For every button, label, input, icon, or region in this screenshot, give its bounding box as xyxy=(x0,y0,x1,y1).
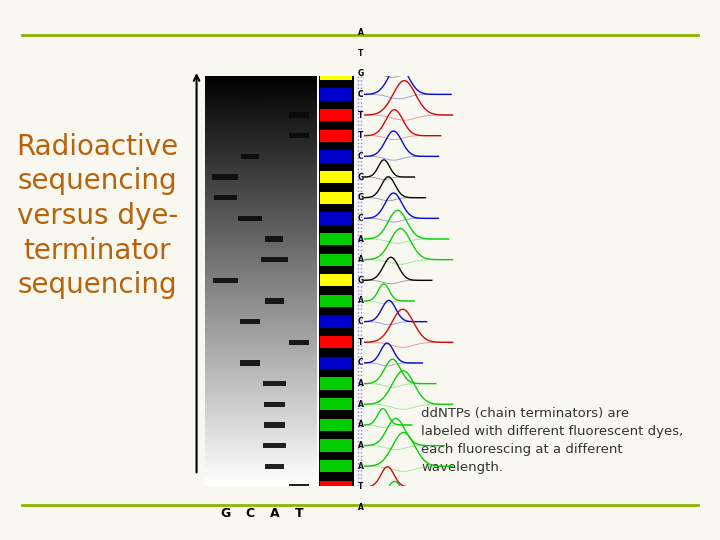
Bar xyxy=(289,340,309,345)
Bar xyxy=(320,253,352,266)
Bar xyxy=(320,130,352,142)
Bar xyxy=(212,174,238,180)
Bar xyxy=(212,278,238,283)
Text: G: G xyxy=(358,276,364,285)
Bar xyxy=(266,237,284,242)
Bar xyxy=(320,274,352,287)
Text: C: C xyxy=(358,214,364,223)
Text: T: T xyxy=(358,131,363,140)
Bar xyxy=(289,484,309,490)
Bar xyxy=(264,30,285,35)
Text: T: T xyxy=(294,507,303,519)
Text: C: C xyxy=(358,90,364,99)
Text: G: G xyxy=(220,507,230,519)
Bar xyxy=(320,440,352,452)
Bar xyxy=(320,398,352,410)
Text: T: T xyxy=(358,338,363,347)
Bar xyxy=(261,257,288,262)
Bar xyxy=(320,315,352,328)
Bar xyxy=(240,360,260,366)
Bar xyxy=(320,171,352,183)
Bar xyxy=(320,150,352,163)
Bar xyxy=(240,319,260,325)
Text: C: C xyxy=(246,507,254,519)
Text: T: T xyxy=(358,482,363,491)
Bar xyxy=(320,502,352,514)
Text: T: T xyxy=(358,111,363,119)
Bar xyxy=(265,464,284,469)
Bar xyxy=(213,71,238,76)
Text: A: A xyxy=(358,234,364,244)
Text: G: G xyxy=(358,69,364,78)
Bar xyxy=(320,481,352,493)
Bar xyxy=(263,381,286,386)
Bar xyxy=(320,419,352,431)
Bar xyxy=(320,192,352,204)
Bar xyxy=(320,109,352,121)
Text: A: A xyxy=(358,441,364,450)
Bar xyxy=(320,68,352,80)
Bar xyxy=(320,26,352,38)
Bar xyxy=(320,88,352,100)
Text: A: A xyxy=(358,28,364,37)
Text: A: A xyxy=(269,507,279,519)
Bar xyxy=(240,154,259,159)
Text: G: G xyxy=(358,172,364,181)
Text: A: A xyxy=(358,379,364,388)
Text: C: C xyxy=(358,317,364,326)
Bar xyxy=(264,422,284,428)
Bar xyxy=(263,443,286,448)
Bar xyxy=(320,233,352,245)
Bar xyxy=(264,298,284,303)
Bar xyxy=(289,112,309,118)
Bar xyxy=(320,377,352,390)
Text: G: G xyxy=(358,193,364,202)
Bar xyxy=(320,336,352,348)
Text: A: A xyxy=(358,462,364,471)
Text: A: A xyxy=(358,503,364,512)
Text: A: A xyxy=(358,296,364,306)
Text: Radioactive
sequencing
versus dye-
terminator
sequencing: Radioactive sequencing versus dye- termi… xyxy=(16,133,179,299)
Bar xyxy=(238,215,262,221)
Text: T: T xyxy=(358,49,363,58)
Bar xyxy=(320,212,352,225)
Text: A: A xyxy=(358,400,364,409)
Text: ddNTPs (chain terminators) are
labeled with different fluorescent dyes,
each flu: ddNTPs (chain terminators) are labeled w… xyxy=(421,407,683,474)
Bar xyxy=(320,357,352,369)
Bar xyxy=(286,50,312,56)
Bar xyxy=(320,460,352,472)
Bar xyxy=(238,92,261,97)
Bar xyxy=(289,133,309,138)
Text: C: C xyxy=(358,359,364,368)
Bar xyxy=(264,402,285,407)
Bar xyxy=(320,47,352,59)
Bar xyxy=(264,505,285,510)
Text: C: C xyxy=(358,152,364,161)
Text: A: A xyxy=(358,255,364,264)
Text: A: A xyxy=(358,421,364,429)
Bar xyxy=(214,195,237,200)
Bar xyxy=(320,295,352,307)
